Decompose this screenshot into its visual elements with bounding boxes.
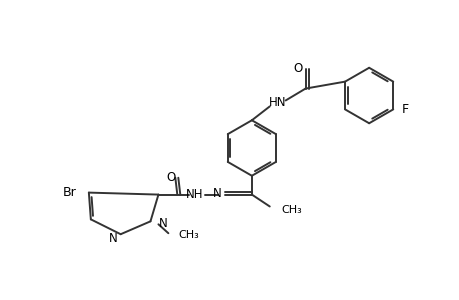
- Text: N: N: [158, 217, 167, 230]
- Text: CH₃: CH₃: [178, 230, 199, 240]
- Text: Br: Br: [63, 186, 77, 199]
- Text: NH: NH: [185, 188, 203, 201]
- Text: N: N: [213, 187, 222, 200]
- Text: N: N: [109, 232, 118, 245]
- Text: CH₃: CH₃: [281, 206, 302, 215]
- Text: HN: HN: [269, 96, 286, 109]
- Text: O: O: [166, 171, 176, 184]
- Text: O: O: [292, 62, 302, 75]
- Text: F: F: [401, 103, 408, 116]
